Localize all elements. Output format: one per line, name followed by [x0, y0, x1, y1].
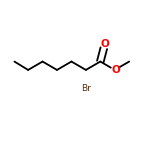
Text: O: O [111, 65, 120, 75]
Text: Br: Br [81, 84, 91, 93]
Text: O: O [100, 39, 109, 49]
